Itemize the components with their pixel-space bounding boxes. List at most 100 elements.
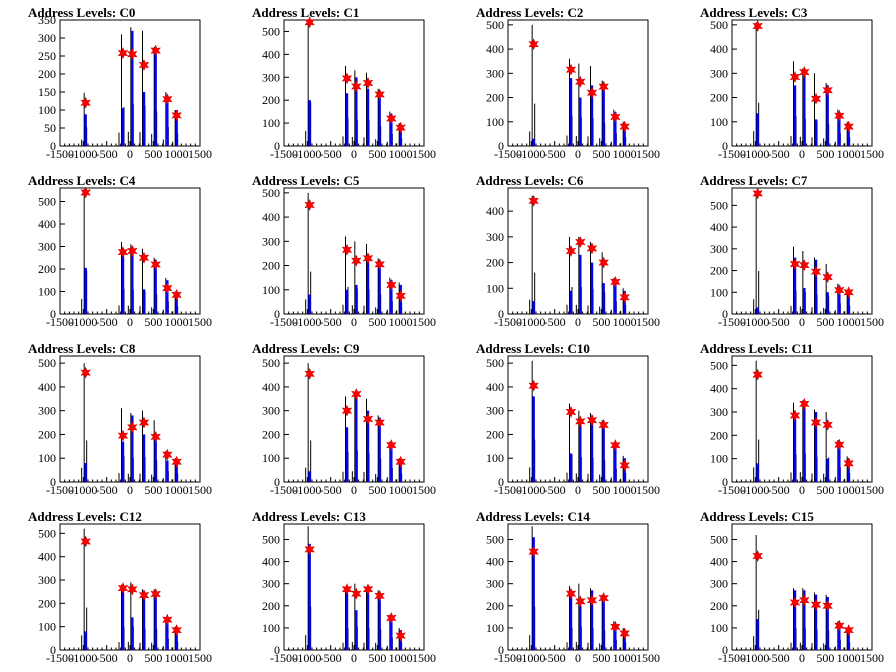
- x-tick-label: -1000: [517, 315, 545, 329]
- peak-marker: [374, 416, 386, 429]
- peak-bar: [154, 260, 157, 314]
- panel-title: Address Levels: C3: [700, 5, 808, 20]
- peak-bar: [345, 93, 349, 146]
- y-tick-label: 100: [710, 285, 728, 299]
- x-tick-label: 1500: [412, 315, 436, 329]
- y-tick-label: 500: [710, 18, 728, 32]
- x-tick-label: -500: [320, 483, 342, 497]
- peak-marker: [304, 16, 316, 29]
- peak-marker: [161, 93, 173, 106]
- peak-bar: [390, 616, 393, 650]
- x-tick-label: 1000: [165, 315, 189, 329]
- x-tick-label: 1500: [412, 483, 436, 497]
- peak-marker: [810, 416, 822, 429]
- x-tick-label: -1500: [46, 147, 74, 161]
- peak-bar: [756, 463, 759, 482]
- x-tick-label: 500: [592, 315, 610, 329]
- x-tick-label: -500: [768, 315, 790, 329]
- peak-marker: [395, 121, 407, 134]
- y-tick-label: 300: [262, 404, 280, 418]
- y-tick-label: 0: [498, 643, 504, 657]
- y-tick-label: 300: [710, 405, 728, 419]
- x-tick-label: -1500: [718, 147, 746, 161]
- peak-bar: [579, 97, 582, 146]
- x-tick-label: 1500: [860, 315, 884, 329]
- peak-bar: [623, 124, 626, 146]
- peak-marker: [385, 611, 397, 625]
- y-tick-label: 300: [38, 240, 56, 254]
- panel-c3: Address Levels: C30100200300400500-1500-…: [700, 5, 884, 161]
- peak-marker: [350, 387, 362, 401]
- y-tick-label: 500: [486, 18, 504, 32]
- x-tick-label: -500: [544, 147, 566, 161]
- x-tick-label: 500: [368, 483, 386, 497]
- peak-bar: [121, 248, 125, 314]
- y-tick-label: 300: [710, 242, 728, 256]
- y-tick-label: 300: [486, 404, 504, 418]
- y-tick-label: 100: [262, 283, 280, 297]
- peak-bar: [378, 91, 381, 146]
- peak-marker: [374, 258, 386, 271]
- panel-c4: Address Levels: C40100200300400500-1500-…: [28, 173, 212, 329]
- peak-marker: [752, 19, 764, 33]
- peak-bar: [175, 293, 178, 314]
- x-tick-label: 0: [351, 651, 357, 665]
- peak-marker: [126, 421, 138, 434]
- panel-c13: Address Levels: C13 0 100 200 300 400 500 -1500…: [252, 509, 436, 665]
- peak-bar: [355, 77, 358, 146]
- y-tick-label: 100: [486, 115, 504, 129]
- peak-bar: [166, 95, 169, 146]
- peak-bar: [131, 617, 134, 650]
- y-tick-label: 400: [486, 42, 504, 56]
- peak-bar: [308, 100, 311, 146]
- peak-bar: [847, 292, 850, 314]
- panel-title: Address Levels: C9: [252, 341, 360, 356]
- y-tick-label: 0: [722, 139, 728, 153]
- peak-marker: [150, 430, 162, 444]
- y-tick-label: 400: [262, 47, 280, 61]
- peak-marker: [586, 86, 598, 99]
- x-tick-label: -500: [96, 147, 118, 161]
- peak-bar: [838, 442, 841, 482]
- y-tick-label: 500: [38, 356, 56, 370]
- panel-title: Address Levels: C13: [252, 509, 366, 524]
- x-tick-label: 1500: [860, 147, 884, 161]
- peak-marker: [362, 583, 374, 596]
- peak-marker: [565, 405, 577, 419]
- y-tick-label: 200: [38, 596, 56, 610]
- peak-marker: [833, 619, 845, 632]
- y-tick-label: 200: [262, 599, 280, 613]
- peak-bar: [532, 138, 535, 146]
- panel-title: Address Levels: C2: [476, 5, 583, 20]
- peak-marker: [609, 438, 621, 452]
- y-tick-label: 100: [38, 620, 56, 634]
- y-tick-label: 0: [274, 475, 280, 489]
- peak-bar: [623, 630, 626, 650]
- peak-marker: [619, 120, 631, 133]
- x-tick-label: 0: [127, 315, 133, 329]
- peak-marker: [126, 583, 138, 596]
- y-tick-label: 400: [710, 220, 728, 234]
- x-tick-label: 1500: [188, 651, 212, 665]
- y-tick-label: 200: [486, 91, 504, 105]
- peak-bar: [826, 85, 829, 146]
- peak-marker: [565, 587, 577, 600]
- peak-marker: [752, 187, 764, 200]
- y-tick-label: 300: [710, 577, 728, 591]
- y-tick-label: 350: [38, 13, 56, 27]
- x-tick-label: -500: [544, 651, 566, 665]
- x-tick-label: -1000: [69, 147, 97, 161]
- x-tick-label: -1500: [270, 651, 298, 665]
- peak-bar: [590, 262, 594, 314]
- y-tick-label: 0: [50, 307, 56, 321]
- peak-bar: [793, 257, 797, 314]
- y-tick-label: 200: [710, 91, 728, 105]
- peak-bar: [590, 590, 594, 650]
- y-tick-label: 400: [710, 555, 728, 569]
- peak-bar: [602, 83, 605, 146]
- x-tick-label: 0: [575, 147, 581, 161]
- peak-marker: [80, 96, 92, 109]
- y-tick-label: 100: [486, 621, 504, 635]
- x-tick-label: -1000: [69, 651, 97, 665]
- panel-c12: Address Levels: C12 0 100 200 300 400 500 -1500…: [28, 509, 212, 665]
